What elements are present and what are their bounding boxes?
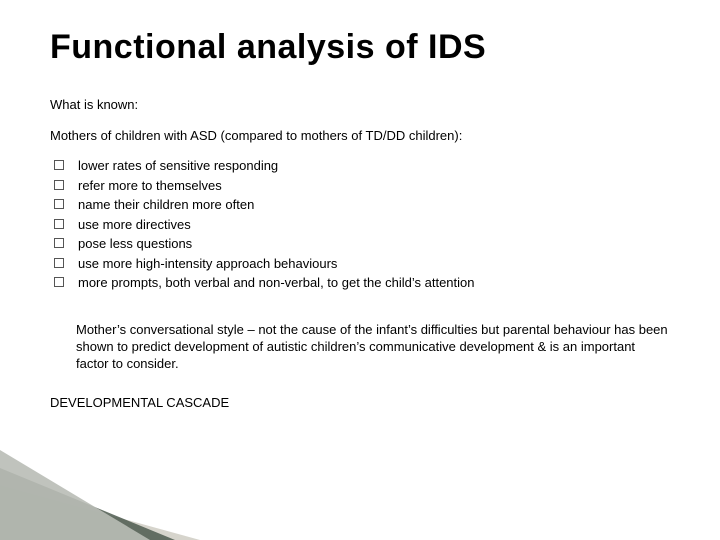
subhead: What is known: [50, 97, 670, 112]
bullet-text: pose less questions [78, 235, 192, 253]
checkbox-icon [54, 258, 64, 268]
list-item: more prompts, both verbal and non-verbal… [54, 274, 670, 292]
lead-text: Mothers of children with ASD (compared t… [50, 128, 670, 143]
footer-label: DEVELOPMENTAL CASCADE [50, 395, 670, 410]
bullet-text: name their children more often [78, 196, 254, 214]
list-item: pose less questions [54, 235, 670, 253]
list-item: use more directives [54, 216, 670, 234]
slide-title: Functional analysis of IDS [50, 28, 670, 67]
checkbox-icon [54, 219, 64, 229]
checkbox-icon [54, 160, 64, 170]
bullet-text: use more high-intensity approach behavio… [78, 255, 337, 273]
list-item: refer more to themselves [54, 177, 670, 195]
checkbox-icon [54, 277, 64, 287]
bullet-text: lower rates of sensitive responding [78, 157, 278, 175]
bullet-list: lower rates of sensitive responding refe… [54, 157, 670, 292]
slide: Functional analysis of IDS What is known… [0, 0, 720, 540]
list-item: name their children more often [54, 196, 670, 214]
list-item: use more high-intensity approach behavio… [54, 255, 670, 273]
decorative-corner [0, 450, 210, 540]
bullet-text: refer more to themselves [78, 177, 222, 195]
checkbox-icon [54, 199, 64, 209]
checkbox-icon [54, 180, 64, 190]
bullet-text: more prompts, both verbal and non-verbal… [78, 274, 475, 292]
paragraph: Mother’s conversational style – not the … [76, 322, 670, 373]
bullet-text: use more directives [78, 216, 191, 234]
checkbox-icon [54, 238, 64, 248]
list-item: lower rates of sensitive responding [54, 157, 670, 175]
